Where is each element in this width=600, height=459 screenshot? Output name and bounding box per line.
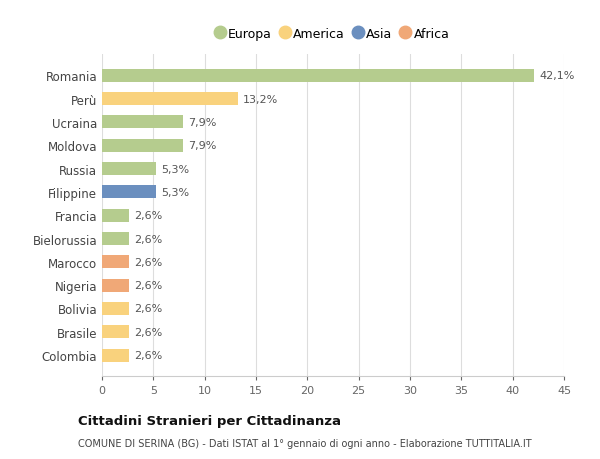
Text: 2,6%: 2,6% — [134, 211, 162, 221]
Text: 2,6%: 2,6% — [134, 327, 162, 337]
Bar — [102, 70, 534, 83]
Bar — [102, 256, 128, 269]
Text: 7,9%: 7,9% — [188, 141, 217, 151]
Bar — [102, 233, 128, 246]
Text: 2,6%: 2,6% — [134, 234, 162, 244]
Bar — [102, 209, 128, 222]
Bar — [102, 326, 128, 338]
Text: 42,1%: 42,1% — [539, 71, 575, 81]
Text: 2,6%: 2,6% — [134, 280, 162, 291]
Text: 2,6%: 2,6% — [134, 257, 162, 267]
Bar — [102, 116, 183, 129]
Bar — [102, 302, 128, 315]
Bar — [102, 186, 157, 199]
Text: COMUNE DI SERINA (BG) - Dati ISTAT al 1° gennaio di ogni anno - Elaborazione TUT: COMUNE DI SERINA (BG) - Dati ISTAT al 1°… — [78, 438, 532, 448]
Text: Cittadini Stranieri per Cittadinanza: Cittadini Stranieri per Cittadinanza — [78, 414, 341, 428]
Bar — [102, 349, 128, 362]
Text: 13,2%: 13,2% — [242, 95, 278, 104]
Bar — [102, 279, 128, 292]
Text: 2,6%: 2,6% — [134, 304, 162, 314]
Text: 7,9%: 7,9% — [188, 118, 217, 128]
Text: 2,6%: 2,6% — [134, 350, 162, 360]
Bar — [102, 163, 157, 176]
Bar — [102, 140, 183, 152]
Text: 5,3%: 5,3% — [161, 187, 190, 197]
Bar — [102, 93, 238, 106]
Legend: Europa, America, Asia, Africa: Europa, America, Asia, Africa — [212, 23, 454, 46]
Text: 5,3%: 5,3% — [161, 164, 190, 174]
